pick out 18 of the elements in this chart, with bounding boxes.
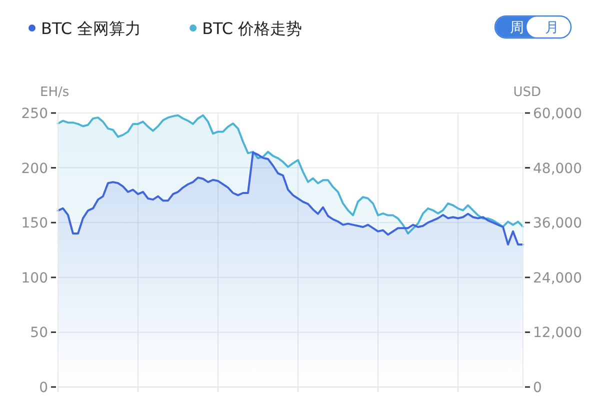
y2-tick-label: 60,000 bbox=[533, 106, 582, 122]
y2-tick-label: 48,000 bbox=[533, 160, 582, 177]
text: 周 bbox=[510, 20, 524, 36]
text: 月 bbox=[545, 20, 559, 36]
y2-axis-title: USD bbox=[513, 85, 541, 100]
y-tick-label: 250 bbox=[21, 106, 48, 122]
y2-tick-label: 36,000 bbox=[533, 216, 582, 232]
y-tick-label: 50 bbox=[30, 325, 48, 342]
y2-tick-label: 0 bbox=[533, 380, 542, 396]
y-tick-label: 100 bbox=[21, 270, 48, 286]
legend-label: BTC 全网算力 bbox=[41, 19, 142, 38]
y2-tick-label: 12,000 bbox=[533, 325, 582, 342]
y-tick-label: 200 bbox=[21, 160, 48, 177]
y-tick-label: 150 bbox=[21, 216, 48, 232]
y2-tick-label: 24,000 bbox=[533, 270, 582, 286]
y-tick-label: 0 bbox=[39, 380, 48, 396]
legend-label: BTC 价格走势 bbox=[202, 19, 302, 38]
y-axis-title: EH/s bbox=[40, 85, 70, 100]
